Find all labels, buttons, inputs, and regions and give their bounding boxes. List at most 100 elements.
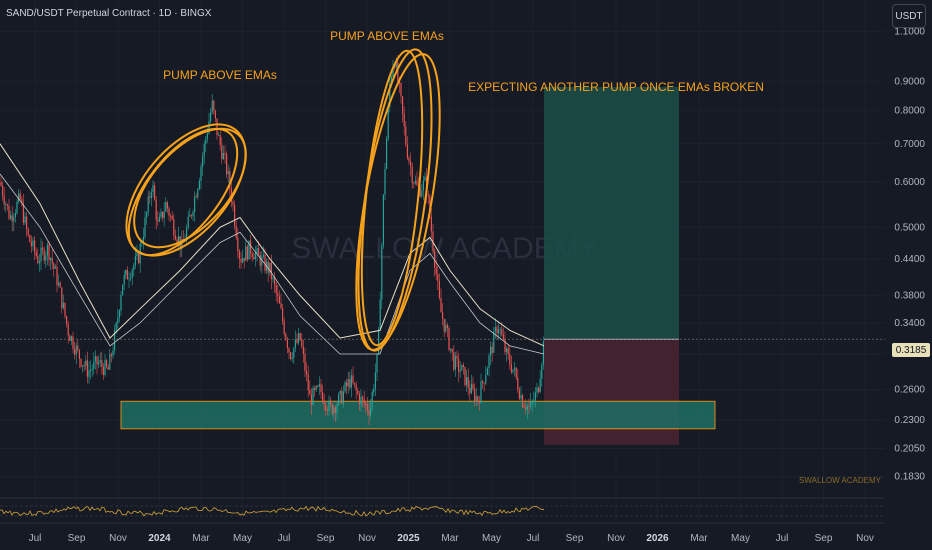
candle [13,217,15,222]
candle [419,187,421,197]
candle [296,339,298,343]
candle [213,100,215,111]
candle [259,254,261,266]
candle [208,121,210,134]
candle [114,330,116,351]
candle [261,256,263,266]
candle [50,258,52,261]
candle [325,404,327,410]
candle [157,220,159,222]
candle [51,258,53,264]
candle [357,390,359,394]
candle [486,368,488,376]
candle [341,390,343,404]
candle [424,176,426,181]
candle [250,240,252,254]
candle [280,303,282,309]
candle [445,325,447,332]
candle [96,356,98,365]
candle [118,310,120,318]
candle [515,367,517,378]
candle [269,262,271,273]
candle [298,333,300,343]
time-tick-label: Sep [815,533,833,544]
price-tick-label: 0.4400 [894,254,925,265]
time-axis[interactable]: Jul Sep Nov 2024 Mar May Jul Sep Nov 2025 Mar May Ju… [29,533,874,544]
time-tick-label: Jul [776,533,789,544]
candle [453,351,455,370]
candle [376,353,378,373]
price-tick-label: 1.1000 [894,27,925,38]
candle [78,349,80,359]
ema-slow-line [0,173,545,355]
time-tick-label: Mar [441,533,459,544]
candle [19,193,21,200]
candle [110,354,112,356]
candle [117,317,119,324]
candle [227,171,229,175]
candle [246,246,248,260]
candle [307,374,309,391]
candle [395,62,397,68]
price-tick-label: 0.2300 [894,415,925,426]
candle [190,215,192,216]
candle [443,318,445,332]
candle [285,333,287,340]
candle [422,180,424,191]
candle [402,96,404,114]
candle [26,216,28,229]
candle [488,355,490,369]
time-tick-label: Nov [856,533,874,544]
candle [458,358,460,372]
candle [24,216,26,223]
candle [326,409,328,411]
candle [82,365,84,367]
candle [390,76,392,84]
candle [534,392,536,401]
candle [254,252,256,260]
candle [131,270,133,278]
price-tick-label: 0.2600 [894,385,925,396]
time-tick-label: May [482,533,501,544]
candle [355,384,357,391]
candle [496,327,498,334]
candle [405,126,407,145]
candle [370,406,372,416]
candle [125,270,127,276]
candle [334,407,336,413]
candle [493,331,495,353]
candle [134,256,136,266]
candle [344,382,346,392]
candle [67,323,69,336]
candle [323,401,325,405]
candle [88,370,90,377]
candle [130,277,132,279]
candle [538,387,540,392]
candle [80,358,82,367]
candle [98,362,100,365]
candle [306,371,308,375]
candle [446,325,448,329]
candle [528,405,530,407]
candle [200,166,202,181]
candle [509,354,511,365]
candle [331,404,333,414]
currency-button[interactable]: USDT [892,4,926,28]
candle [253,257,255,260]
candle [490,346,492,356]
candle [29,235,31,243]
time-tick-label: 2024 [148,533,171,544]
candle [62,302,64,309]
candle [10,215,12,219]
candle [400,83,402,97]
time-tick-label: Nov [109,533,127,544]
candle [541,364,543,379]
candle [379,299,381,329]
candle [144,217,146,237]
candle [387,106,389,139]
candle [224,153,226,155]
candle [536,387,538,393]
candle [464,366,466,386]
